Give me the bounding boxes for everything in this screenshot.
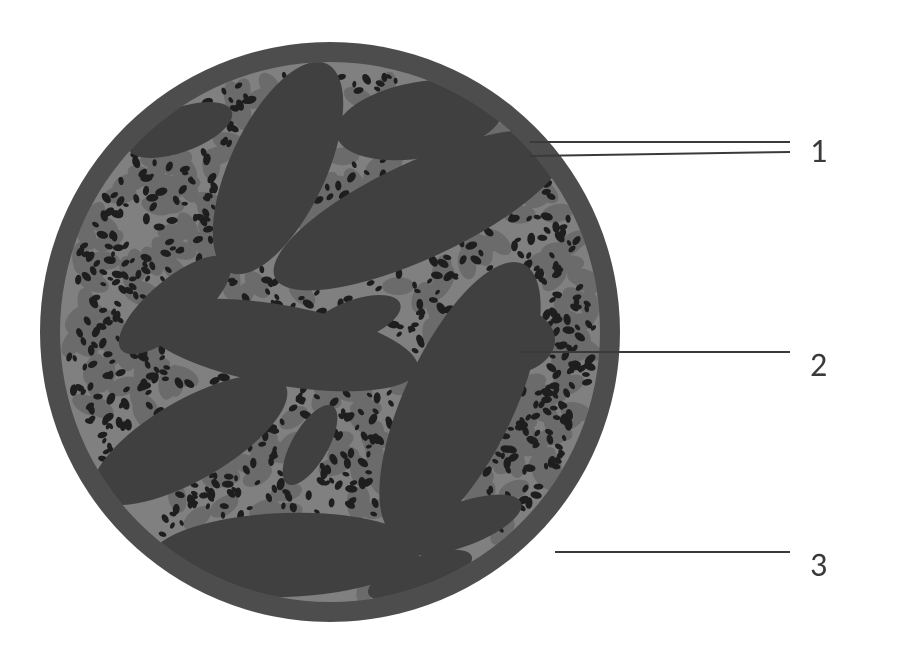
diagram-stage: 1 2 3 — [0, 0, 904, 664]
cross-section-diagram — [0, 0, 904, 664]
callout-label-2: 2 — [810, 345, 827, 386]
callout-label-1: 1 — [810, 131, 827, 172]
callout-label-3: 3 — [810, 545, 827, 586]
